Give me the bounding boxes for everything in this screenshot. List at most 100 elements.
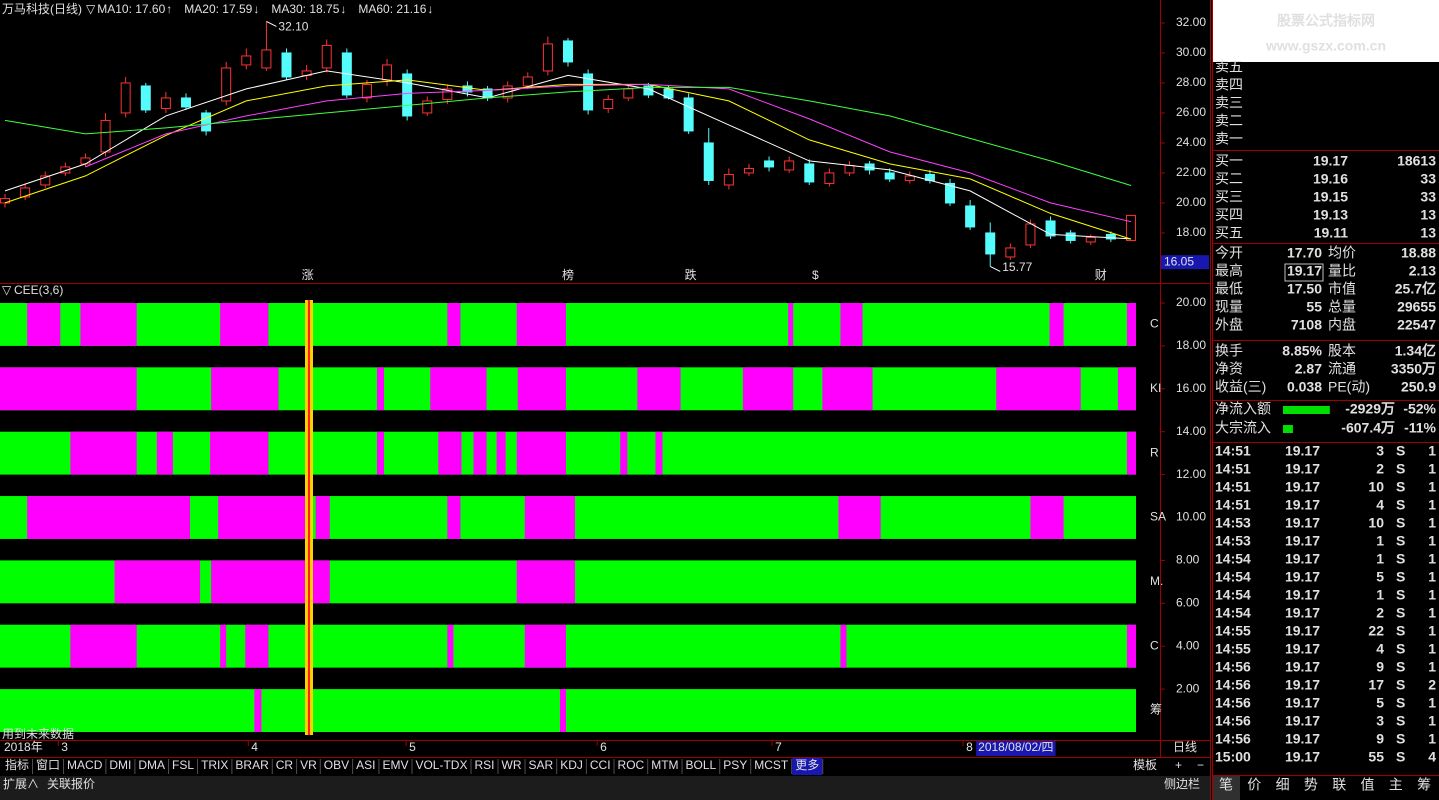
tick-volume: 3 (1376, 443, 1384, 459)
ask-label: 卖二 (1215, 113, 1243, 129)
toolbar-item[interactable]: CR (276, 758, 294, 772)
toolbar-right[interactable]: − (1197, 758, 1204, 772)
bid-price: 19.13 (1313, 207, 1348, 223)
band-segment (376, 431, 385, 475)
toolbar-item[interactable]: DMA (138, 758, 165, 772)
toolbar-item[interactable]: MTM (651, 758, 678, 772)
band-segment (822, 367, 873, 411)
toolbar-item[interactable]: KDJ (560, 758, 583, 772)
tab[interactable]: 联 (1332, 777, 1346, 793)
tab[interactable]: 主 (1389, 777, 1403, 793)
candle-body (985, 232, 996, 255)
tick-time: 14:51 (1215, 443, 1251, 459)
tick-time: 14:56 (1215, 713, 1251, 729)
tick-count: 1 (1428, 695, 1436, 711)
bid-volume: 18613 (1397, 153, 1436, 169)
band-segment (315, 496, 330, 539)
annotation: 32.10 (278, 20, 308, 34)
candle-body (180, 97, 191, 108)
toolbar-highlight (792, 758, 823, 775)
stat-label: 市值 (1328, 281, 1356, 297)
ma-arrow: ↓ (427, 2, 433, 16)
tick-side: S (1396, 515, 1405, 531)
toolbar-item[interactable]: BOLL (686, 758, 717, 772)
event-marker: 涨 (302, 267, 314, 282)
toolbar-item[interactable]: FSL (172, 758, 194, 772)
tick-price: 19.17 (1285, 587, 1320, 603)
tab-active (1213, 776, 1240, 800)
x-tick-label: 5 (409, 740, 416, 754)
toolbar-item[interactable]: ASI (356, 758, 375, 772)
tick-side: S (1396, 443, 1405, 459)
tab[interactable]: 势 (1304, 777, 1318, 793)
ma-line (4, 79, 1132, 240)
band-segment (840, 303, 863, 346)
toolbar-item[interactable]: RSI (474, 758, 494, 772)
toolbar-item[interactable]: TRIX (201, 758, 228, 772)
toolbar-item[interactable]: VR (300, 758, 317, 772)
band-segment (27, 303, 61, 346)
band-segment (220, 303, 269, 346)
toolbar-item[interactable]: PSY (723, 758, 747, 772)
tick-volume: 2 (1376, 461, 1384, 477)
toolbar-bottom[interactable]: 关联报价 (47, 776, 95, 791)
tick-volume: 2 (1376, 605, 1384, 621)
toolbar-item[interactable]: EMV (382, 758, 408, 772)
toolbar-item[interactable]: DMI (109, 758, 131, 772)
toolbar-item[interactable]: MACD (67, 758, 103, 772)
y-tick-label: 14.00 (1176, 424, 1206, 438)
toolbar-bottom[interactable]: 扩展∧ (3, 777, 39, 791)
bid-label: 买五 (1215, 225, 1243, 241)
collapse-marker: ▽ (86, 2, 96, 16)
bid-price: 19.17 (1313, 153, 1348, 169)
price-box (1161, 255, 1209, 270)
cursor-date: 2018/08/02/四 (978, 740, 1053, 754)
band-segment (1126, 624, 1136, 668)
x-tick-label: 6 (600, 740, 607, 754)
tab[interactable]: 细 (1276, 777, 1290, 793)
candle-body (40, 175, 51, 186)
candle-body (462, 85, 473, 93)
toolbar-item[interactable]: BRAR (235, 758, 269, 772)
band-segment (156, 431, 173, 475)
candle-body (723, 173, 734, 186)
ma-label: MA60: 21.16 (358, 2, 426, 16)
tick-side: S (1396, 605, 1405, 621)
tick-volume: 17 (1368, 677, 1384, 693)
toolbar-item[interactable]: ROC (618, 758, 645, 772)
toolbar-item[interactable]: 指标 (5, 757, 29, 772)
toolbar-item[interactable]: 窗口 (36, 758, 60, 772)
toolbar-item[interactable]: VOL-TDX (415, 758, 467, 772)
toolbar-item[interactable]: OBV (324, 758, 349, 772)
tick-count: 1 (1428, 659, 1436, 675)
toolbar-item[interactable]: CCI (590, 758, 611, 772)
tab[interactable]: 价 (1247, 777, 1261, 793)
sidebar-toggle[interactable]: 侧边栏 (1164, 776, 1200, 791)
toolbar-item[interactable]: WR (502, 758, 522, 772)
y-tick-label: 28.00 (1176, 75, 1206, 89)
tick-volume: 1 (1376, 533, 1384, 549)
band-segment (473, 431, 487, 475)
band-segment (447, 303, 461, 346)
tick-price: 19.17 (1285, 731, 1320, 747)
toolbar-item[interactable]: 更多 (795, 758, 819, 772)
candle-body (824, 172, 835, 184)
toolbar-right[interactable]: 模板 (1133, 758, 1157, 772)
ma-line (85, 83, 1132, 223)
y-tick-label: 10.00 (1176, 510, 1206, 524)
ma-arrow: ↑ (166, 2, 172, 16)
tab[interactable]: 笔 (1219, 777, 1233, 793)
candle-body (1005, 247, 1016, 258)
tab[interactable]: 值 (1361, 777, 1375, 793)
bid-label: 买一 (1215, 153, 1243, 169)
candle-body (201, 112, 212, 132)
band-segment (1126, 303, 1136, 346)
tick-count: 2 (1428, 677, 1436, 693)
tab[interactable]: 筹 (1417, 777, 1431, 793)
y-tick-label: 16.00 (1176, 381, 1206, 395)
tick-time: 14:54 (1215, 569, 1251, 585)
toolbar-right[interactable]: + (1175, 758, 1182, 772)
candle-body (804, 163, 815, 183)
toolbar-item[interactable]: SAR (529, 758, 554, 772)
toolbar-item[interactable]: MCST (754, 758, 789, 772)
